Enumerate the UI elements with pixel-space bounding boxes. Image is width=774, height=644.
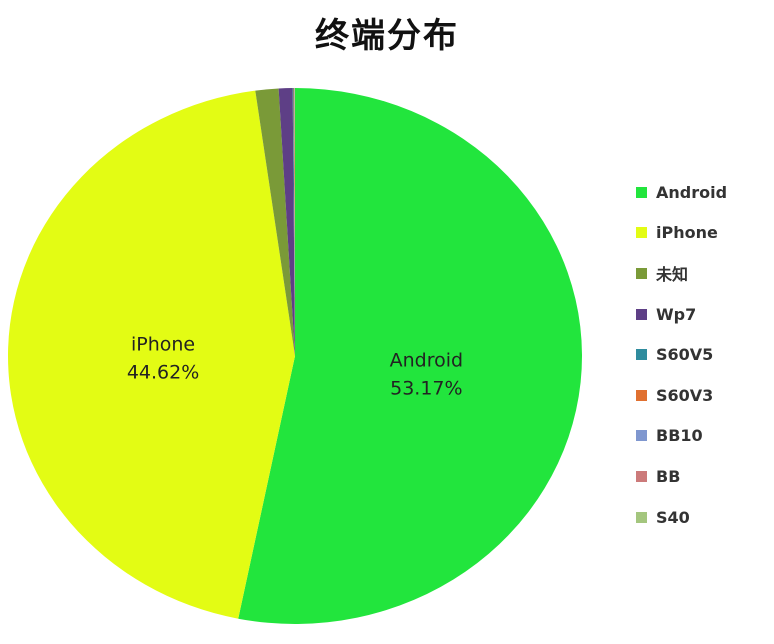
legend-item: S60V3 xyxy=(636,375,727,416)
legend-swatch xyxy=(636,470,647,482)
legend-item: Android xyxy=(636,172,727,213)
legend-swatch xyxy=(636,227,647,239)
legend-item: 未知 xyxy=(636,253,727,294)
legend-item: BB10 xyxy=(636,416,727,457)
legend-label: Wp7 xyxy=(656,304,697,324)
pie-slice-s60v3 xyxy=(293,88,295,356)
legend-item: BB xyxy=(636,456,727,497)
pie-slice-android xyxy=(238,88,582,625)
legend-label: 未知 xyxy=(656,265,689,285)
legend-label: BB xyxy=(656,466,681,486)
chart-title: 终端分布 xyxy=(315,16,459,56)
legend-label: iPhone xyxy=(656,223,718,243)
legend-swatch xyxy=(636,511,647,523)
legend-swatch xyxy=(636,267,647,279)
pie-slice-bb10 xyxy=(294,88,295,356)
legend-item: S40 xyxy=(636,497,727,538)
legend-item: Wp7 xyxy=(636,294,727,335)
data-label-iphone: 44.62% xyxy=(127,361,199,383)
data-label-android: Android xyxy=(390,349,463,371)
data-label-iphone: iPhone xyxy=(131,333,195,355)
pie-slice-wp7 xyxy=(278,88,295,356)
legend-swatch xyxy=(636,430,647,442)
legend: Android iPhone 未知 Wp7 S60V5 S60V3 BB10 BB S40 xyxy=(636,172,727,537)
legend-label: Android xyxy=(656,182,728,202)
legend-label: S40 xyxy=(656,507,690,527)
legend-item: S60V5 xyxy=(636,334,727,375)
pie-slice-iphone xyxy=(8,90,295,619)
legend-label: S60V5 xyxy=(656,345,714,365)
legend-label: BB10 xyxy=(656,426,703,446)
legend-swatch xyxy=(636,186,647,198)
legend-swatch xyxy=(636,308,647,320)
legend-swatch xyxy=(636,349,647,361)
pie-slice-unknown xyxy=(255,88,295,356)
pie-slice-s60v5 xyxy=(292,88,295,356)
data-label-android: 53.17% xyxy=(390,377,462,399)
legend-swatch xyxy=(636,389,647,401)
legend-item: iPhone xyxy=(636,213,727,254)
legend-label: S60V3 xyxy=(656,385,714,405)
